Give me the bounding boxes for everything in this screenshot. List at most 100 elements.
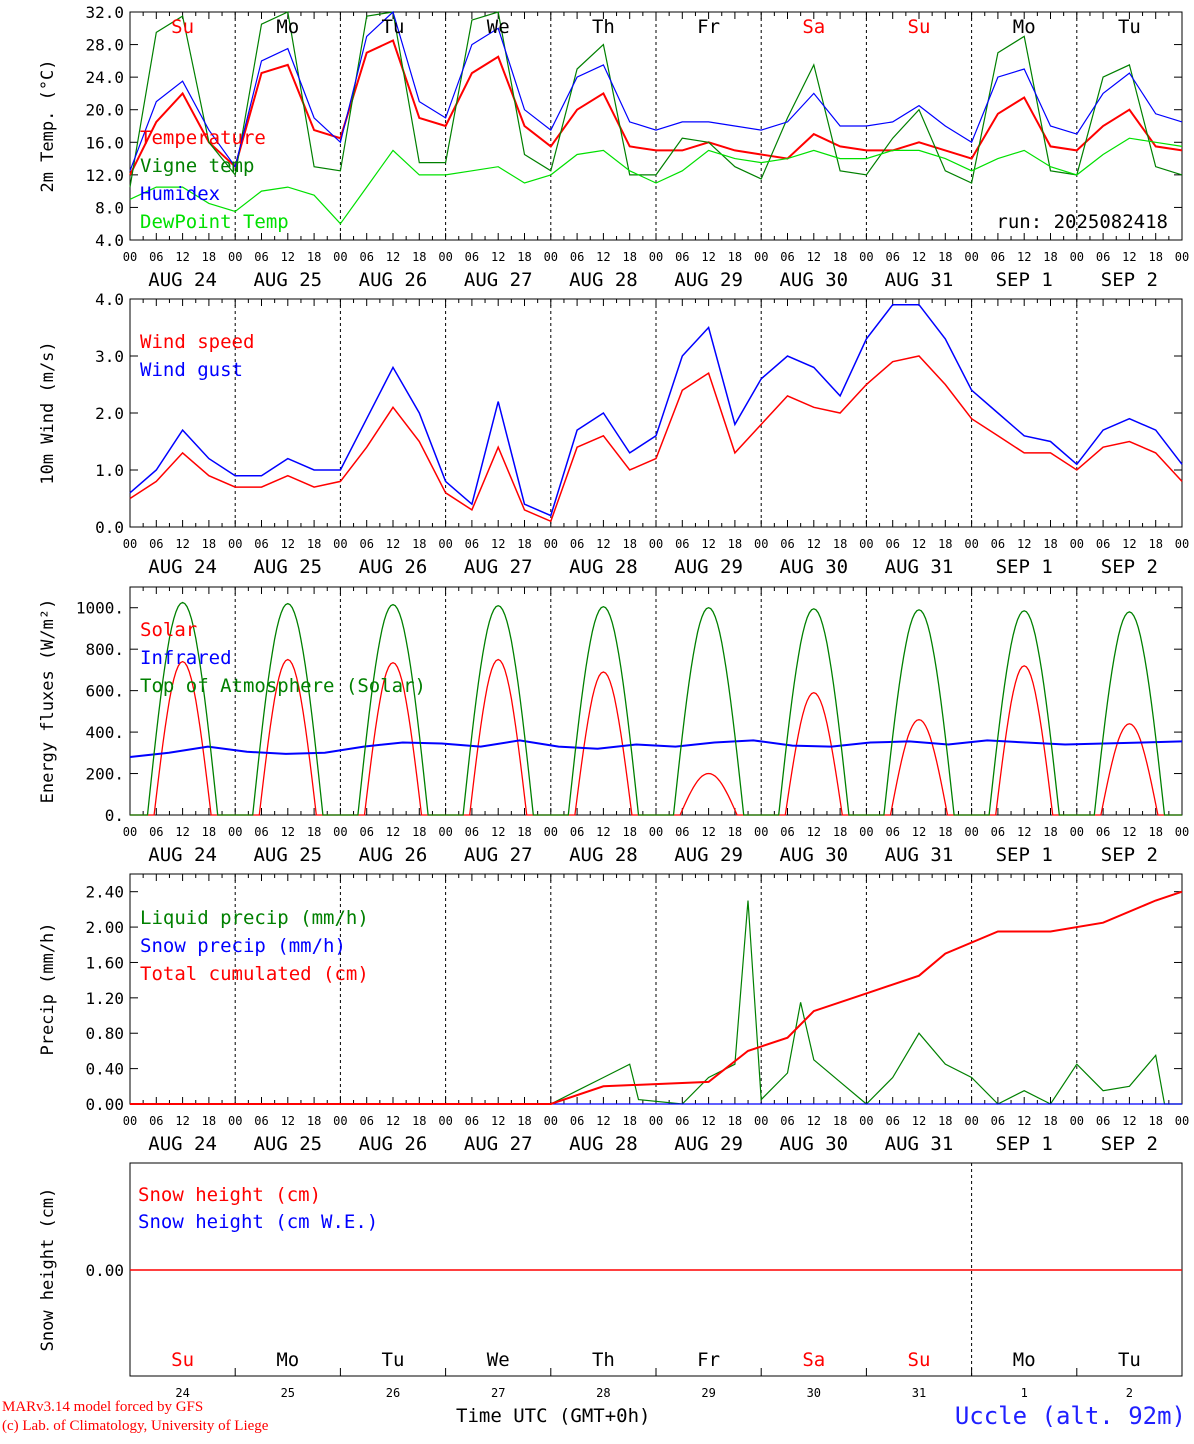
hour-label: 00	[228, 825, 242, 839]
legend-entry: Humidex	[140, 183, 220, 205]
hour-label: 06	[359, 825, 373, 839]
hour-label: 06	[149, 1114, 163, 1128]
y-tick-label: 3.0	[95, 347, 124, 366]
hour-label: 00	[333, 1114, 347, 1128]
hour-label: 06	[570, 537, 584, 551]
hour-label: 00	[1175, 825, 1189, 839]
hour-label: 00	[859, 825, 873, 839]
hour-label: 06	[359, 537, 373, 551]
hour-label: 06	[780, 250, 794, 264]
date-label: AUG 28	[569, 556, 638, 578]
hour-label: 00	[228, 1114, 242, 1128]
date-label: AUG 26	[359, 556, 428, 578]
hour-label: 06	[780, 825, 794, 839]
hour-label: 18	[412, 250, 426, 264]
hour-label: 18	[728, 537, 742, 551]
hour-label: 12	[281, 1114, 295, 1128]
y-axis-title: 10m Wind (m/s)	[38, 341, 58, 484]
hour-label: 18	[833, 825, 847, 839]
legend-entry: Snow precip (mm/h)	[140, 935, 346, 957]
y-axis-title: Snow height (cm)	[38, 1188, 58, 1352]
date-label: AUG 30	[779, 269, 848, 291]
hour-label: 12	[807, 1114, 821, 1128]
hour-label: 06	[675, 537, 689, 551]
hour-label: 12	[701, 250, 715, 264]
weekday-label: Th	[592, 16, 615, 38]
date-label: AUG 26	[359, 269, 428, 291]
hour-label: 18	[412, 537, 426, 551]
weekday-label: Mo	[276, 1349, 299, 1371]
hour-label: 06	[1096, 250, 1110, 264]
hour-label: 00	[649, 825, 663, 839]
weekday-label: Fr	[697, 16, 720, 38]
weekday-label: Su	[171, 16, 194, 38]
hour-label: 06	[359, 250, 373, 264]
day-number: 26	[386, 1386, 400, 1400]
hour-label: 00	[123, 250, 137, 264]
hour-label: 12	[1122, 825, 1136, 839]
hour-label: 18	[412, 825, 426, 839]
series-line-temperature	[129, 39, 1183, 176]
hour-label: 18	[622, 1114, 636, 1128]
hour-label: 18	[202, 537, 216, 551]
hour-label: 00	[544, 537, 558, 551]
date-label: AUG 24	[148, 844, 217, 866]
date-label: AUG 27	[464, 269, 533, 291]
legend-entry: Solar	[140, 619, 197, 641]
date-label: AUG 29	[674, 269, 743, 291]
hour-label: 06	[1096, 825, 1110, 839]
hour-label: 00	[333, 250, 347, 264]
hour-label: 06	[570, 825, 584, 839]
weekday-label: Tu	[1118, 16, 1141, 38]
hour-label: 00	[859, 1114, 873, 1128]
hour-label: 18	[622, 825, 636, 839]
legend-entry: Vigne temp	[140, 155, 254, 177]
y-tick-label: 2.0	[95, 404, 124, 423]
hour-label: 12	[701, 537, 715, 551]
hour-label: 12	[912, 1114, 926, 1128]
y-tick-label: 4.0	[95, 231, 124, 250]
x-axis-label: Time UTC (GMT+0h)	[456, 1405, 651, 1427]
y-tick-label: 32.0	[85, 3, 124, 22]
hour-label: 06	[885, 1114, 899, 1128]
y-axis-title: Energy fluxes (W/m²)	[38, 599, 58, 804]
series-line-humidex	[129, 10, 1183, 172]
hour-label: 18	[517, 250, 531, 264]
date-label: AUG 30	[779, 556, 848, 578]
hour-label: 12	[175, 537, 189, 551]
hour-label: 00	[1070, 1114, 1084, 1128]
hour-label: 00	[964, 1114, 978, 1128]
weekday-label: Mo	[1013, 1349, 1036, 1371]
hour-label: 00	[228, 250, 242, 264]
y-tick-label: 12.0	[85, 166, 124, 185]
weekday-label: Mo	[276, 16, 299, 38]
hour-label: 18	[517, 825, 531, 839]
hour-label: 06	[254, 537, 268, 551]
y-tick-label: 0.	[105, 806, 124, 825]
hour-label: 12	[596, 537, 610, 551]
hour-label: 18	[1148, 1114, 1162, 1128]
hour-label: 06	[359, 1114, 373, 1128]
hour-label: 00	[1175, 250, 1189, 264]
credit-line-1: MARv3.14 model forced by GFS	[2, 1399, 204, 1415]
weekday-label: Mo	[1013, 16, 1036, 38]
hour-label: 06	[254, 825, 268, 839]
hour-label: 00	[333, 825, 347, 839]
date-label: SEP 1	[996, 269, 1053, 291]
hour-label: 06	[675, 250, 689, 264]
hour-label: 00	[1175, 537, 1189, 551]
hour-label: 06	[149, 825, 163, 839]
hour-label: 18	[938, 1114, 952, 1128]
hour-label: 12	[491, 537, 505, 551]
legend-entry: Snow height (cm W.E.)	[138, 1211, 378, 1233]
legend-entry: Wind speed	[140, 331, 254, 353]
date-label: AUG 27	[464, 844, 533, 866]
hour-label: 12	[701, 1114, 715, 1128]
date-label: SEP 2	[1101, 844, 1158, 866]
hour-label: 06	[1096, 1114, 1110, 1128]
date-label: AUG 27	[464, 1133, 533, 1155]
hour-label: 00	[649, 1114, 663, 1128]
hour-label: 00	[1070, 537, 1084, 551]
date-label: SEP 2	[1101, 1133, 1158, 1155]
y-tick-label: 200.	[85, 765, 124, 784]
